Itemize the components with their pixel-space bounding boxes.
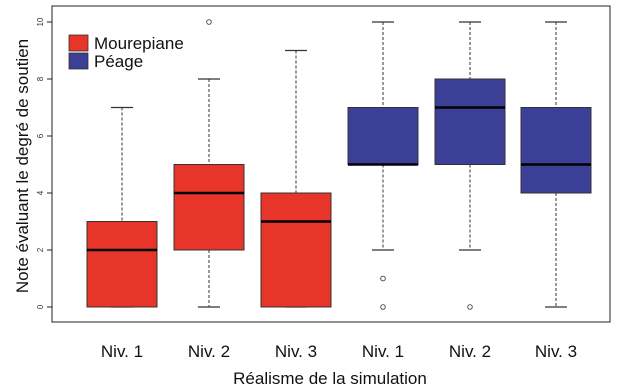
legend-swatch bbox=[68, 52, 89, 70]
box-body bbox=[173, 164, 245, 251]
box-body bbox=[520, 107, 592, 194]
y-tick-label: 2 bbox=[36, 247, 45, 252]
x-axis-label: Réalisme de la simulation bbox=[233, 369, 427, 388]
x-tick-label: Niv. 2 bbox=[188, 342, 230, 361]
legend-swatch bbox=[68, 34, 89, 52]
y-tick-label: 6 bbox=[36, 133, 45, 138]
y-tick-label: 0 bbox=[36, 304, 45, 309]
legend-item-p-age: Péage bbox=[68, 52, 143, 71]
plot-frame bbox=[51, 5, 611, 323]
box-body bbox=[86, 221, 158, 308]
x-tick-label: Niv. 2 bbox=[449, 342, 491, 361]
box-mourepiane-niv-3 bbox=[260, 49, 332, 308]
outlier-point bbox=[206, 19, 212, 25]
box-p-age-niv-1 bbox=[347, 21, 419, 310]
y-tick-label: 8 bbox=[36, 76, 45, 81]
box-p-age-niv-2 bbox=[434, 21, 506, 310]
legend-label: Péage bbox=[94, 52, 143, 71]
box-mourepiane-niv-2 bbox=[173, 19, 245, 308]
y-tick-label: 4 bbox=[36, 190, 45, 195]
box-body bbox=[347, 107, 419, 165]
outlier-point bbox=[380, 304, 386, 310]
outlier-point bbox=[467, 304, 473, 310]
x-tick-label: Niv. 1 bbox=[101, 342, 143, 361]
boxes bbox=[86, 19, 592, 310]
y-axis: 0 2 4 6 8 10 bbox=[36, 17, 52, 309]
box-body bbox=[260, 192, 332, 308]
legend-label: Mourepiane bbox=[94, 34, 184, 53]
x-tick-label: Niv. 3 bbox=[275, 342, 317, 361]
outlier-point bbox=[380, 275, 386, 282]
box-mourepiane-niv-1 bbox=[86, 106, 158, 308]
x-tick-label: Niv. 3 bbox=[535, 342, 577, 361]
x-tick-label: Niv. 1 bbox=[362, 342, 404, 361]
x-axis: Niv. 1 Niv. 2 Niv. 3 Niv. 1 Niv. 2 Niv. 3 bbox=[101, 342, 577, 361]
box-body bbox=[434, 78, 506, 165]
box-p-age-niv-3 bbox=[520, 21, 592, 308]
plot-area bbox=[51, 5, 611, 323]
legend-item-mourepiane: Mourepiane bbox=[68, 34, 184, 53]
y-axis-label: Note évaluant le degré de soutien bbox=[13, 39, 32, 293]
y-tick-label: 10 bbox=[36, 17, 45, 26]
